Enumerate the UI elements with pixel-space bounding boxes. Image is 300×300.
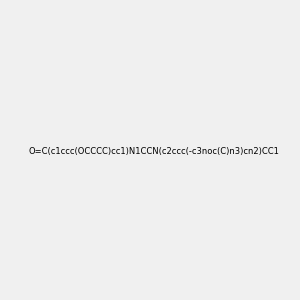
Text: O=C(c1ccc(OCCCC)cc1)N1CCN(c2ccc(-c3noc(C)n3)cn2)CC1: O=C(c1ccc(OCCCC)cc1)N1CCN(c2ccc(-c3noc(C… [28,147,279,156]
